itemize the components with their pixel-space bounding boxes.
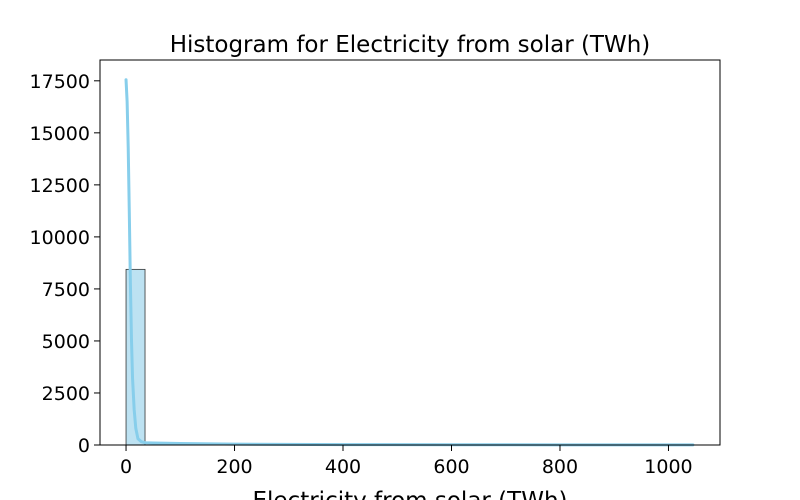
y-tick-label: 10000 [30, 227, 90, 249]
y-tick-label: 15000 [30, 123, 90, 145]
x-tick-label: 400 [325, 456, 361, 478]
x-tick-label: 0 [120, 456, 132, 478]
x-tick-label: 800 [542, 456, 578, 478]
y-tick-label: 2500 [42, 383, 90, 405]
y-tick-label: 0 [78, 435, 90, 457]
y-axis: 0 2500 5000 7500 10000 12500 15000 17500 [30, 71, 100, 457]
y-tick-label: 7500 [42, 279, 90, 301]
y-tick-label: 5000 [42, 331, 90, 353]
y-tick-label: 12500 [30, 175, 90, 197]
y-tick-label: 17500 [30, 71, 90, 93]
x-axis: 0 200 400 600 800 1000 [120, 445, 693, 478]
x-tick-label: 200 [216, 456, 252, 478]
kde-layer [124, 78, 695, 447]
chart-title: Histogram for Electricity from solar (TW… [170, 32, 651, 58]
x-axis-label: Electricity from solar (TWh) [252, 488, 567, 500]
x-tick-label: 600 [433, 456, 469, 478]
x-tick-label: 1000 [644, 456, 692, 478]
plot-frame [99, 59, 721, 446]
kde-line [124, 78, 695, 447]
